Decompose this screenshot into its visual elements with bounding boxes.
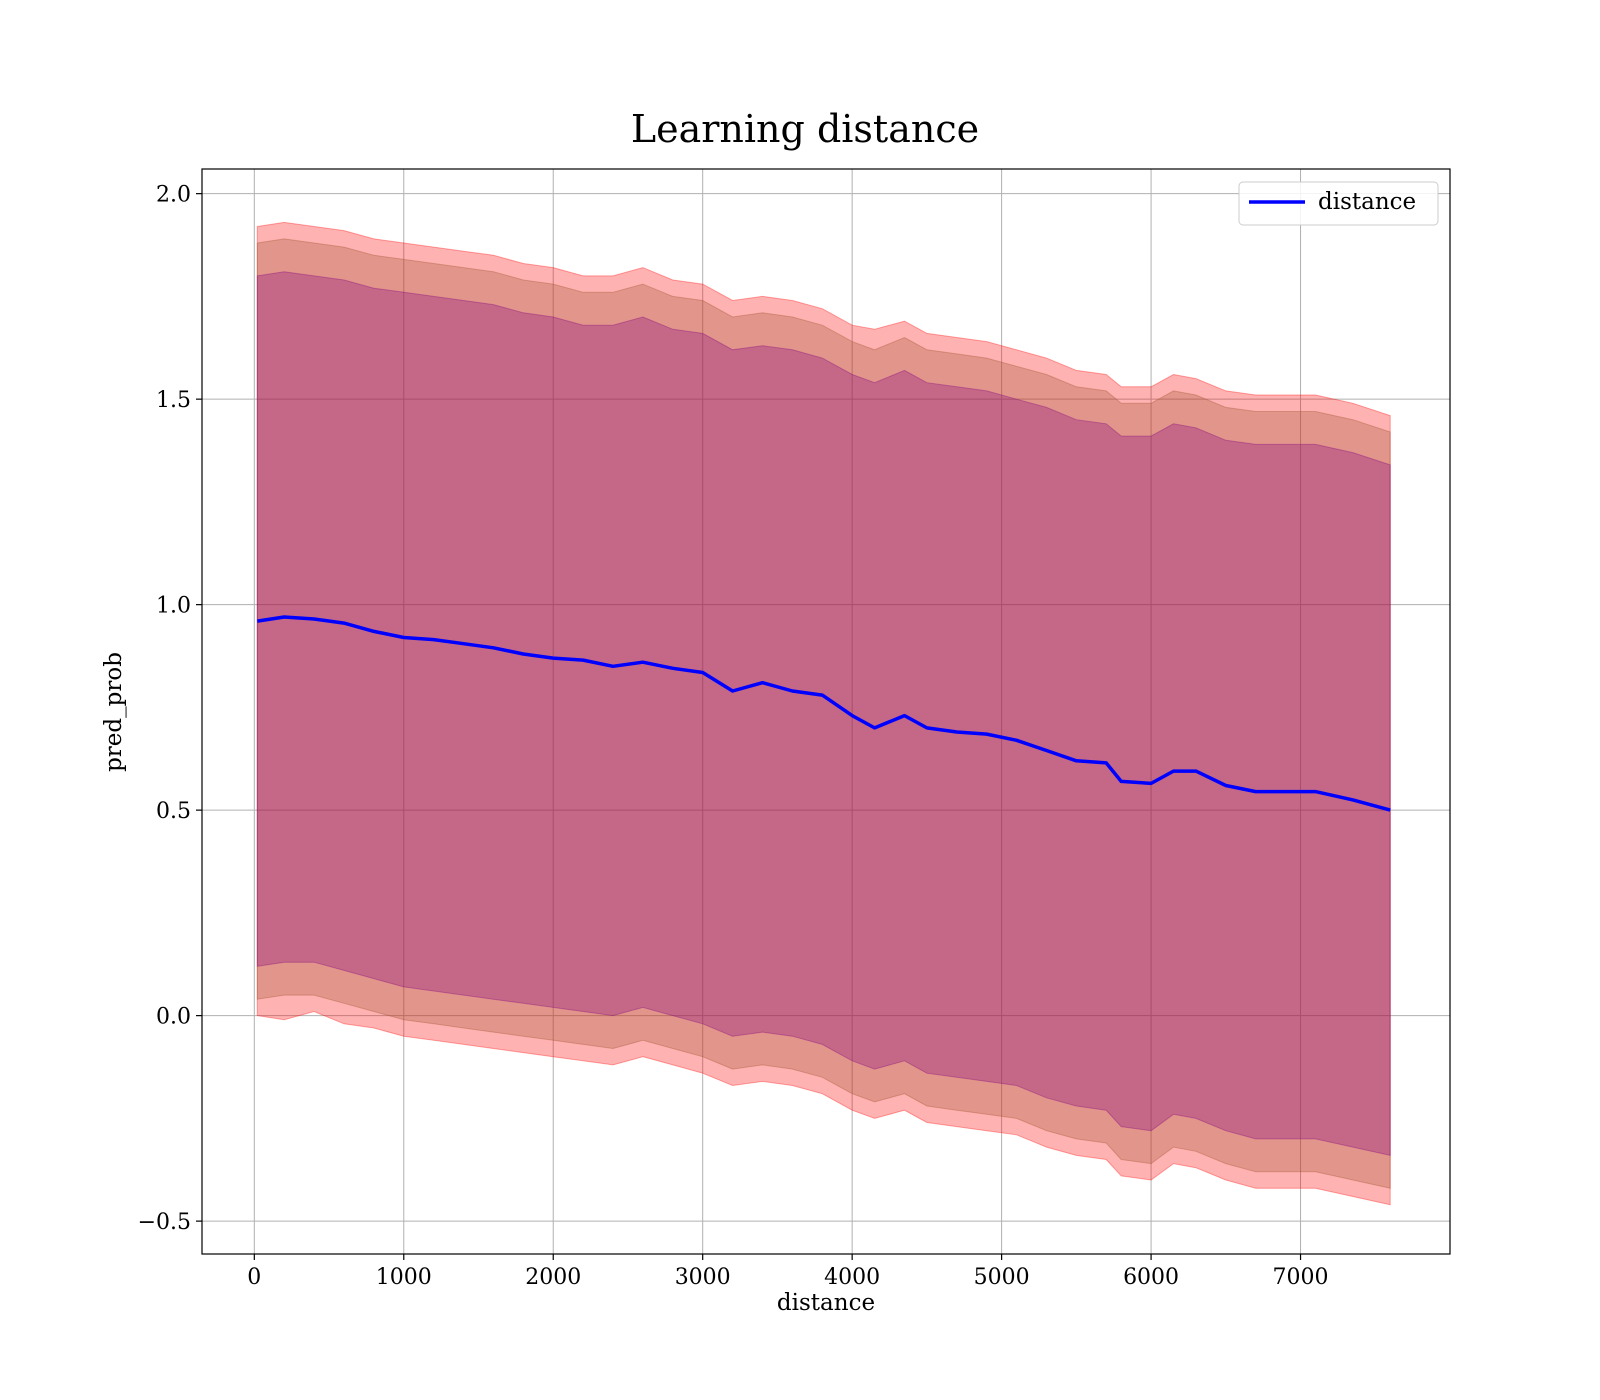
y-tick-label-5: 2.0 bbox=[156, 183, 191, 208]
legend-box bbox=[1238, 181, 1439, 226]
x-tick-label-4: 4000 bbox=[824, 1265, 880, 1290]
y-tick-label-2: 0.5 bbox=[156, 799, 191, 824]
band-2 bbox=[256, 271, 1391, 1157]
x-tick-label-2: 2000 bbox=[525, 1265, 581, 1290]
band-0 bbox=[256, 221, 1391, 1206]
y-tick-label-4: 1.5 bbox=[156, 388, 191, 413]
bands bbox=[256, 221, 1391, 1206]
y-tick-label-1: 0.0 bbox=[156, 1005, 191, 1030]
band-1 bbox=[256, 238, 1391, 1189]
legend: distance bbox=[1238, 181, 1439, 226]
x-tick-label-0: 0 bbox=[247, 1265, 261, 1290]
x-tick-label-7: 7000 bbox=[1273, 1265, 1329, 1290]
x-ticks: 0 1000 2000 3000 4000 5000 6000 7000 bbox=[247, 1254, 1329, 1290]
y-axis-label: pred_prob bbox=[101, 652, 127, 772]
y-tick-label-3: 1.0 bbox=[156, 594, 191, 619]
plot-frame bbox=[201, 168, 1451, 1255]
x-tick-label-1: 1000 bbox=[376, 1265, 432, 1290]
x-tick-label-3: 3000 bbox=[675, 1265, 731, 1290]
y-ticks: −0.5 0.0 0.5 1.0 1.5 2.0 bbox=[138, 183, 202, 1235]
x-tick-label-5: 5000 bbox=[974, 1265, 1030, 1290]
x-axis-label: distance bbox=[777, 1290, 875, 1316]
series-lines bbox=[257, 615, 1391, 812]
legend-label-distance: distance bbox=[1318, 189, 1416, 215]
chart-title: Learning distance bbox=[631, 107, 979, 151]
x-tick-label-6: 6000 bbox=[1123, 1265, 1179, 1290]
grid bbox=[202, 169, 1450, 1254]
y-tick-label-0: −0.5 bbox=[138, 1210, 191, 1235]
series-line-0 bbox=[257, 615, 1391, 812]
